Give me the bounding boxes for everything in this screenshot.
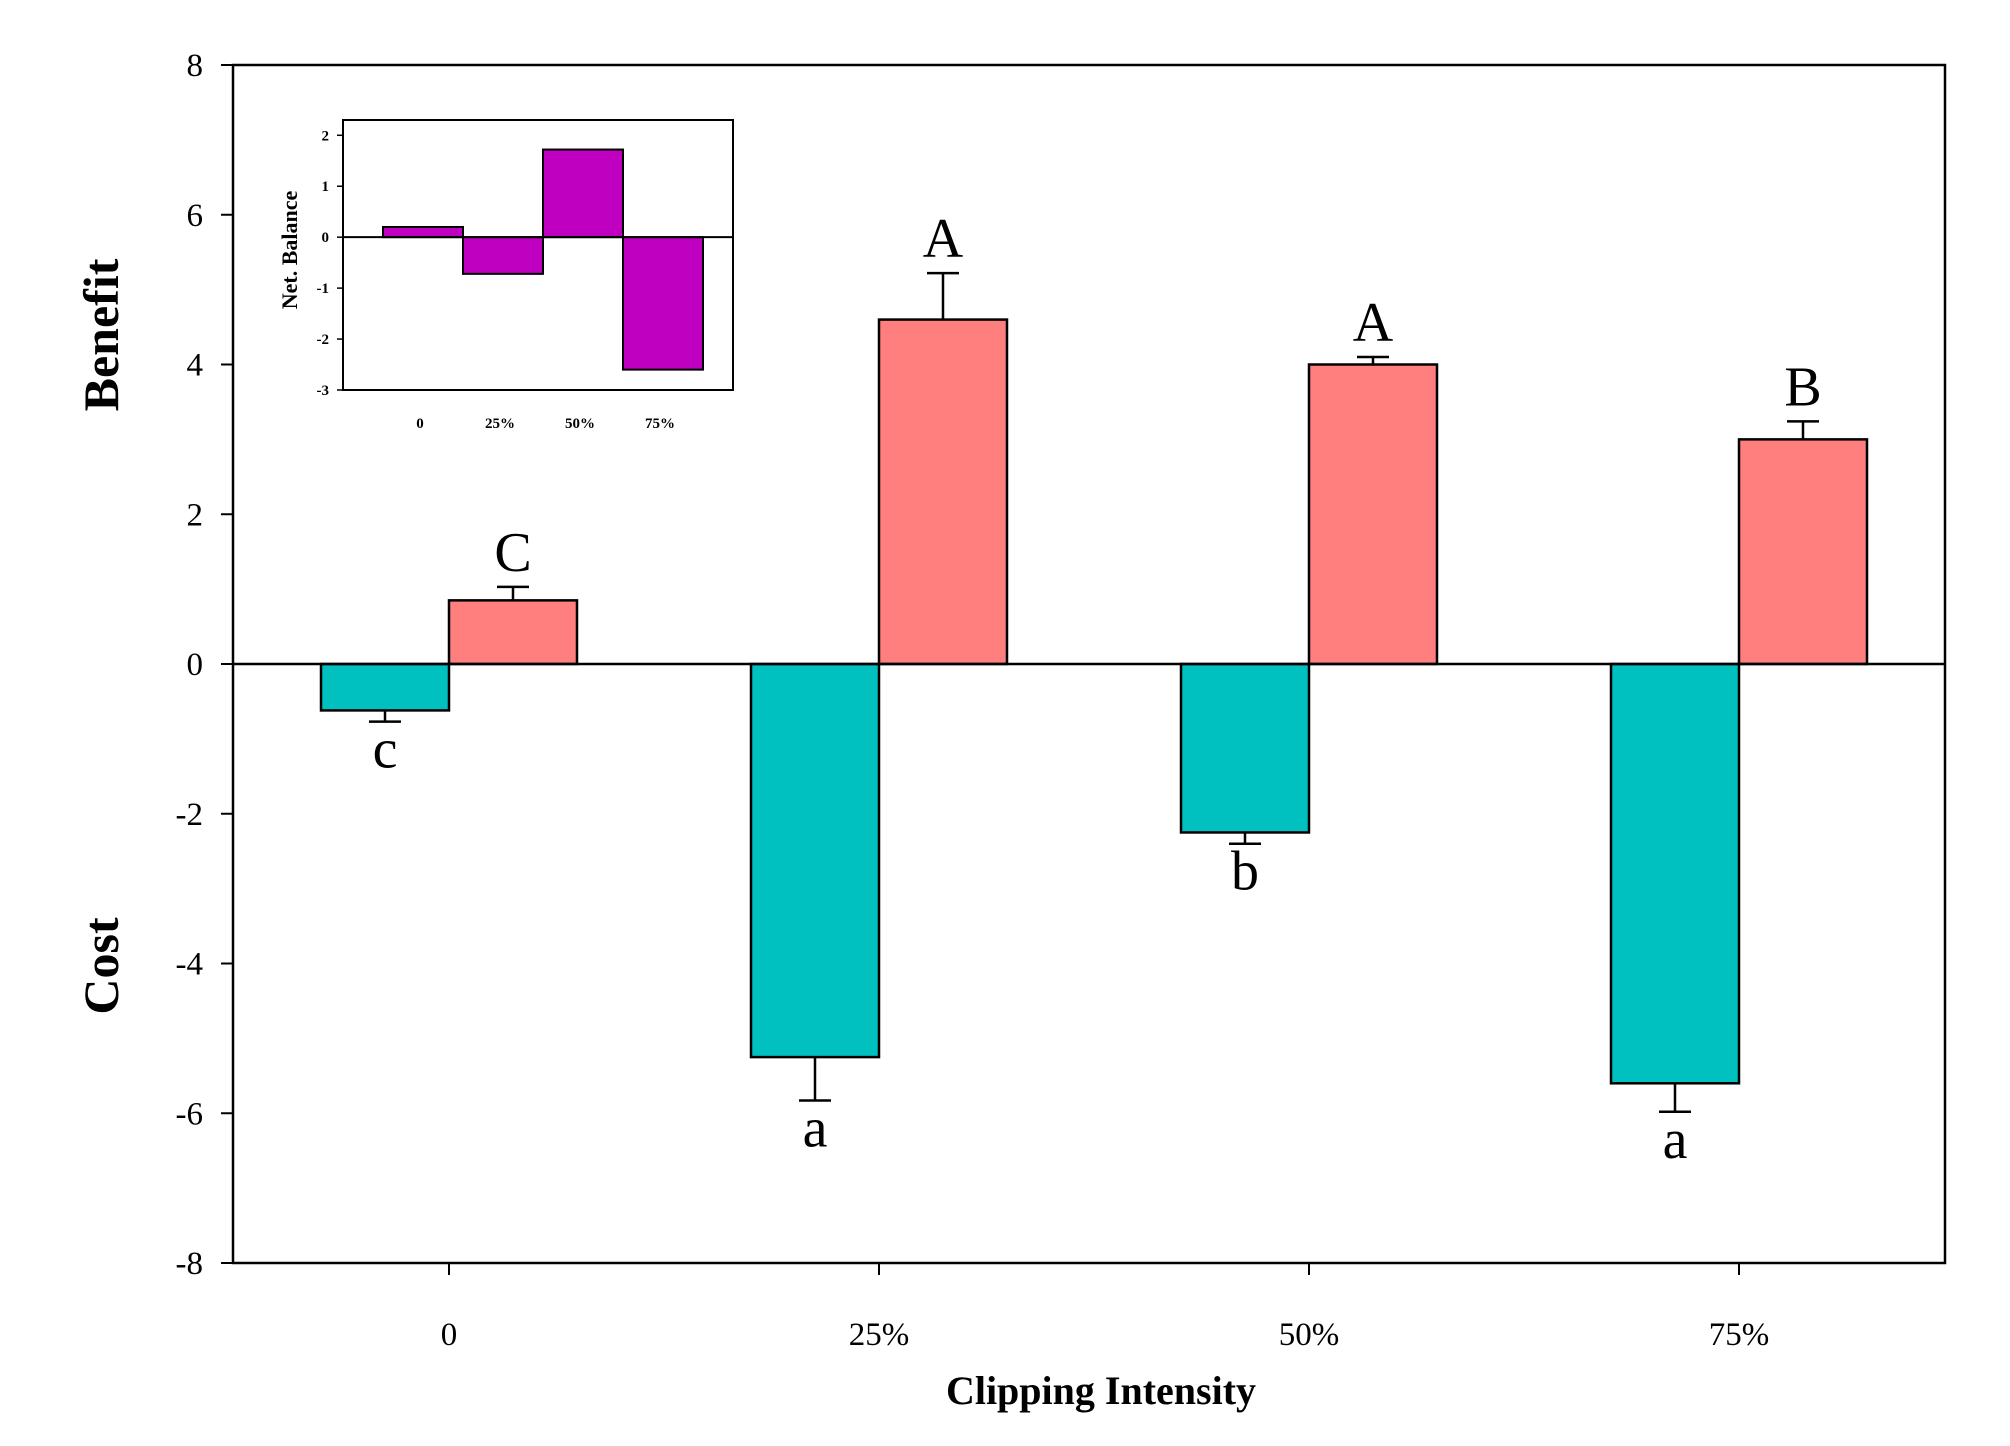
inset-y-tick-label: -2 <box>317 332 330 348</box>
cost-bar <box>749 662 881 1059</box>
benefit-bar <box>1737 438 1869 666</box>
inset-bars <box>343 148 733 371</box>
inset-y-tick-label: -3 <box>317 383 330 399</box>
inset-x-axis: 0 25% 50% 75% <box>416 416 675 432</box>
inset-x-tick-label: 25% <box>485 416 515 432</box>
benefit-letter: C <box>494 522 531 584</box>
x-tick-label: 0 <box>441 1317 458 1353</box>
benefit-bar <box>877 318 1009 666</box>
y-axis-label-cost: Cost <box>73 917 129 1015</box>
inset-bar <box>462 236 544 275</box>
benefit-bar <box>1307 363 1439 666</box>
x-axis-label: Clipping Intensity <box>946 1368 1256 1413</box>
inset-bar <box>542 148 624 239</box>
y-tick-label: -2 <box>176 797 204 833</box>
inset-y-axis-label: Net. Balance <box>277 191 302 310</box>
y-tick-label: 4 <box>187 348 204 384</box>
y-axis-label-benefit: Benefit <box>73 258 129 411</box>
x-axis: 0 25% 50% 75% <box>441 1263 1770 1353</box>
inset-y-axis: -3 -2 -1 0 1 2 <box>317 128 343 399</box>
y-tick-label: 2 <box>187 497 204 533</box>
significance-letters: c a b a C A A B <box>373 208 1822 1171</box>
benefit-letter: A <box>1353 292 1394 354</box>
y-tick-label: -8 <box>176 1246 204 1282</box>
cost-letter: a <box>1663 1109 1688 1171</box>
y-tick-label: 0 <box>187 647 204 683</box>
inset-bar <box>622 236 704 371</box>
benefit-bar <box>447 599 579 666</box>
cost-letter: b <box>1231 841 1259 903</box>
cost-bar <box>1179 662 1311 834</box>
inset-x-tick-label: 50% <box>565 416 595 432</box>
y-tick-label: -4 <box>176 947 204 983</box>
inset-x-tick-label: 75% <box>645 416 675 432</box>
x-tick-label: 75% <box>1709 1317 1770 1353</box>
inset-y-tick-label: 1 <box>322 179 330 195</box>
inset-y-tick-label: 2 <box>322 128 330 144</box>
cost-letter: c <box>373 719 398 781</box>
cost-bar <box>319 662 451 712</box>
y-tick-label: 6 <box>187 198 204 234</box>
inset-x-tick-label: 0 <box>416 416 424 432</box>
cost-bar <box>1609 662 1741 1085</box>
benefit-letter: B <box>1784 356 1821 418</box>
inset-y-tick-label: -1 <box>317 281 330 297</box>
x-tick-label: 25% <box>849 1317 910 1353</box>
y-tick-label: 8 <box>187 48 204 84</box>
x-tick-label: 50% <box>1279 1317 1340 1353</box>
cost-letter: a <box>803 1098 828 1160</box>
main-bars <box>233 271 1945 1114</box>
benefit-letter: A <box>923 208 964 270</box>
inset-bar <box>382 225 464 239</box>
y-axis: -8 -6 -4 -2 0 2 4 6 8 <box>176 48 233 1282</box>
y-tick-label: -6 <box>176 1096 204 1132</box>
inset-y-tick-label: 0 <box>322 230 330 246</box>
